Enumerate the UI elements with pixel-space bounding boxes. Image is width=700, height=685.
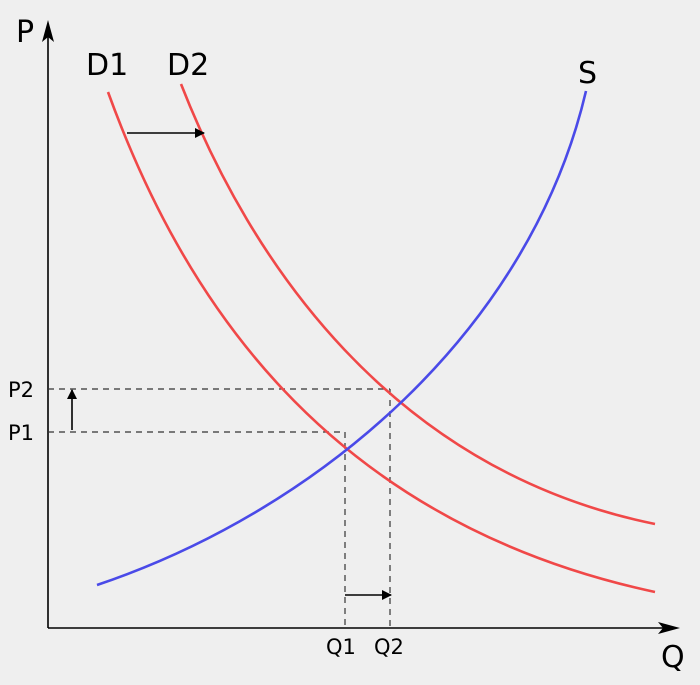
- p-axis-label: P: [16, 15, 34, 50]
- demand-curve-d1: [106, 91, 656, 594]
- supply-curve-s: [96, 90, 588, 587]
- q1-label: Q1: [326, 635, 356, 659]
- q-axis-label: Q: [661, 640, 685, 675]
- p-axis-arrowhead: [42, 20, 54, 42]
- q-axis-arrowhead: [658, 622, 680, 634]
- d2-label: D2: [167, 48, 209, 83]
- s-label: S: [578, 56, 597, 91]
- p1-label: P1: [8, 421, 34, 445]
- d1-label: D1: [86, 48, 128, 83]
- demand-curve-d2: [179, 83, 656, 526]
- p2-label: P2: [8, 378, 34, 402]
- q2-label: Q2: [374, 635, 404, 659]
